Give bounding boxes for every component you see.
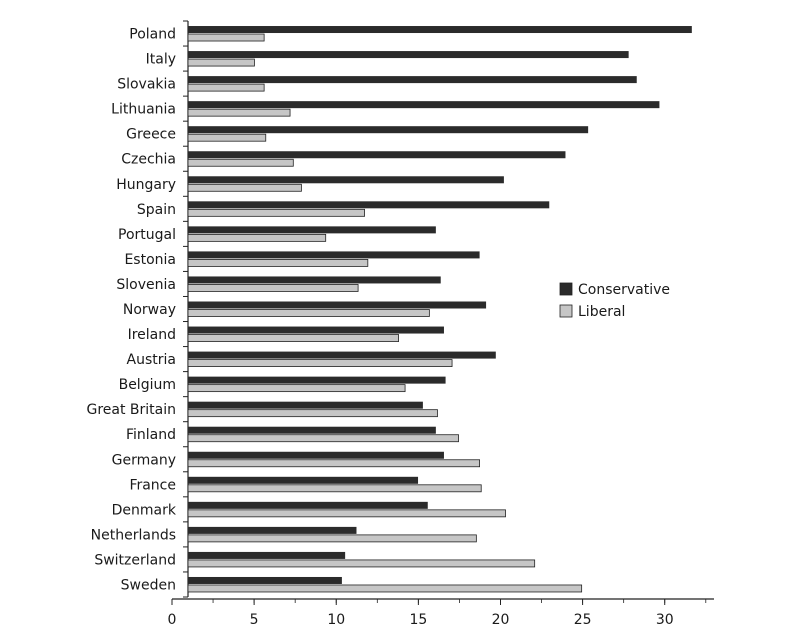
legend: Conservative Liberal	[559, 282, 670, 320]
x-tick-label-0: 0	[168, 612, 177, 628]
bar-conservative-great-britain	[188, 401, 423, 409]
bar-liberal-ireland	[187, 334, 400, 342]
category-label-czechia: Czechia	[121, 152, 176, 168]
category-label-lithuania: Lithuania	[111, 102, 176, 118]
legend-swatch-conservative	[559, 282, 573, 296]
category-label-switzerland: Switzerland	[94, 552, 176, 568]
bar-conservative-greece	[188, 126, 589, 134]
bars	[187, 26, 692, 593]
category-label-sweden: Sweden	[121, 577, 176, 593]
bar-conservative-netherlands	[188, 526, 357, 534]
bar-liberal-hungary	[187, 183, 302, 192]
category-label-france: France	[129, 477, 176, 493]
category-label-germany: Germany	[112, 452, 176, 468]
bar-liberal-germany	[187, 459, 481, 468]
legend-label-conservative: Conservative	[578, 282, 670, 298]
bar-liberal-france	[187, 484, 482, 493]
category-label-poland: Poland	[129, 27, 176, 43]
bar-conservative-france	[188, 476, 419, 484]
bar-conservative-lithuania	[188, 101, 660, 109]
category-label-belgium: Belgium	[119, 377, 176, 393]
bar-liberal-estonia	[187, 259, 369, 267]
legend-swatch-liberal	[559, 304, 573, 318]
category-labels: Poland Italy Slovakia Lithuania Greece Czechi…	[86, 27, 176, 594]
x-tick-label-10: 10	[327, 612, 345, 628]
bar-conservative-hungary	[188, 176, 504, 184]
bar-liberal-austria	[187, 359, 453, 367]
category-label-great-britain: Great Britain	[86, 402, 176, 418]
bar-conservative-finland	[188, 426, 436, 434]
bar-conservative-belgium	[188, 376, 446, 384]
category-label-norway: Norway	[123, 302, 176, 318]
bar-conservative-denmark	[188, 501, 428, 509]
category-label-estonia: Estonia	[124, 252, 176, 268]
bar-liberal-poland	[187, 33, 265, 42]
legend-label-liberal: Liberal	[578, 304, 625, 320]
category-label-austria: Austria	[127, 352, 176, 368]
category-label-netherlands: Netherlands	[91, 527, 176, 543]
bar-conservative-ireland	[188, 326, 444, 334]
category-label-slovenia: Slovenia	[116, 277, 176, 293]
bar-conservative-slovenia	[188, 276, 441, 284]
bar-conservative-slovakia	[188, 76, 637, 84]
bar-liberal-great-britain	[187, 409, 438, 418]
category-label-hungary: Hungary	[116, 177, 176, 193]
bar-conservative-portugal	[188, 226, 436, 234]
bar-liberal-slovenia	[187, 284, 359, 292]
bar-conservative-italy	[188, 51, 629, 59]
bar-liberal-denmark	[187, 509, 506, 518]
bar-liberal-portugal	[187, 233, 327, 242]
x-tick-label-15: 15	[409, 612, 427, 628]
bar-liberal-lithuania	[187, 108, 291, 117]
bar-liberal-czechia	[187, 158, 294, 167]
bar-liberal-italy	[187, 58, 255, 67]
category-label-portugal: Portugal	[118, 227, 176, 243]
category-label-finland: Finland	[126, 427, 176, 443]
bar-liberal-netherlands	[187, 534, 477, 543]
category-label-spain: Spain	[137, 202, 176, 218]
bar-conservative-switzerland	[188, 551, 346, 559]
x-tick-labels: 0 5 10 15 20 25 30	[168, 612, 674, 628]
x-tick-label-5: 5	[250, 612, 259, 628]
bar-conservative-norway	[188, 301, 487, 309]
x-tick-label-30: 30	[656, 612, 674, 628]
bar-conservative-germany	[188, 451, 444, 459]
bar-conservative-estonia	[188, 251, 480, 259]
bar-liberal-spain	[187, 208, 365, 217]
bar-conservative-austria	[188, 351, 496, 359]
bar-liberal-finland	[187, 434, 459, 443]
bar-liberal-belgium	[187, 384, 406, 393]
category-label-ireland: Ireland	[128, 327, 176, 343]
category-label-italy: Italy	[146, 52, 176, 68]
axes	[171, 20, 714, 605]
bar-liberal-slovakia	[187, 83, 265, 92]
bar-liberal-norway	[187, 309, 430, 317]
bar-conservative-spain	[188, 201, 550, 209]
category-label-greece: Greece	[126, 127, 176, 143]
bar-conservative-sweden	[188, 576, 342, 584]
category-label-slovakia: Slovakia	[117, 77, 176, 93]
bar-conservative-poland	[188, 26, 692, 34]
x-tick-label-20: 20	[492, 612, 510, 628]
bar-liberal-greece	[187, 133, 267, 142]
x-tick-label-25: 25	[574, 612, 592, 628]
bar-liberal-switzerland	[187, 559, 536, 568]
bar-liberal-sweden	[187, 584, 583, 593]
category-label-denmark: Denmark	[112, 502, 177, 518]
bar-conservative-czechia	[188, 151, 566, 159]
